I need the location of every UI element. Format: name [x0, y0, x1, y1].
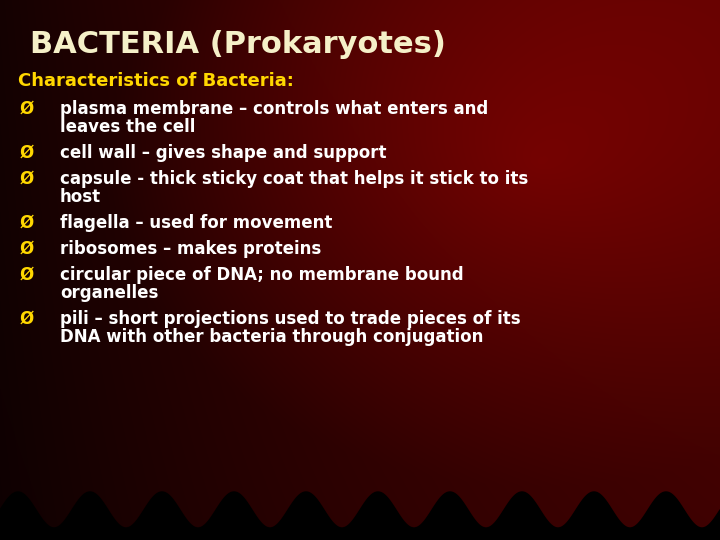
Text: Ø: Ø [20, 214, 35, 232]
Text: Ø: Ø [20, 310, 35, 328]
Text: Ø: Ø [20, 144, 35, 162]
Text: capsule - thick sticky coat that helps it stick to its: capsule - thick sticky coat that helps i… [60, 170, 528, 188]
Text: host: host [60, 188, 101, 206]
Text: Ø: Ø [20, 266, 35, 284]
Text: leaves the cell: leaves the cell [60, 118, 195, 136]
Text: ribosomes – makes proteins: ribosomes – makes proteins [60, 240, 321, 258]
Text: Ø: Ø [20, 170, 35, 188]
Text: organelles: organelles [60, 284, 158, 302]
Text: plasma membrane – controls what enters and: plasma membrane – controls what enters a… [60, 100, 488, 118]
Text: Characteristics of Bacteria:: Characteristics of Bacteria: [18, 72, 294, 90]
Text: circular piece of DNA; no membrane bound: circular piece of DNA; no membrane bound [60, 266, 464, 284]
Text: DNA with other bacteria through conjugation: DNA with other bacteria through conjugat… [60, 328, 483, 346]
Text: Ø: Ø [20, 100, 35, 118]
Text: BACTERIA (Prokaryotes): BACTERIA (Prokaryotes) [30, 30, 446, 59]
Text: pili – short projections used to trade pieces of its: pili – short projections used to trade p… [60, 310, 521, 328]
Text: cell wall – gives shape and support: cell wall – gives shape and support [60, 144, 387, 162]
Text: Ø: Ø [20, 240, 35, 258]
Text: flagella – used for movement: flagella – used for movement [60, 214, 333, 232]
